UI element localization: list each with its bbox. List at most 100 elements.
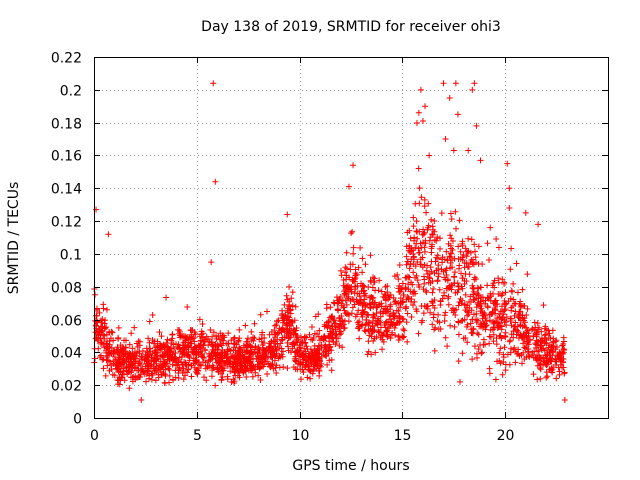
data-point	[207, 327, 214, 334]
data-point	[298, 376, 305, 383]
data-point	[158, 346, 165, 353]
data-point	[268, 338, 275, 345]
data-point	[329, 334, 336, 341]
data-point	[180, 368, 187, 375]
data-point	[286, 317, 293, 324]
data-point	[522, 209, 529, 216]
data-point	[159, 351, 166, 358]
data-point	[369, 318, 376, 325]
data-point	[471, 343, 478, 350]
data-point	[155, 374, 162, 381]
data-point	[461, 281, 468, 288]
data-point	[451, 323, 458, 330]
data-point	[315, 355, 322, 362]
data-point	[413, 228, 420, 235]
data-point	[151, 354, 158, 361]
data-point	[299, 351, 306, 358]
data-point	[502, 361, 509, 368]
data-point	[159, 363, 166, 370]
data-point	[107, 335, 114, 342]
data-point	[471, 296, 478, 303]
data-point	[285, 335, 292, 342]
data-point	[115, 324, 122, 331]
data-point	[510, 323, 517, 330]
data-point	[477, 157, 484, 164]
data-point	[540, 302, 547, 309]
data-point	[544, 373, 551, 380]
data-point	[537, 375, 544, 382]
data-point	[410, 269, 417, 276]
data-point	[369, 323, 376, 330]
data-point	[359, 269, 366, 276]
data-point	[546, 349, 553, 356]
data-point	[95, 345, 102, 352]
data-point	[255, 345, 262, 352]
data-point	[280, 348, 287, 355]
data-point	[484, 240, 491, 247]
data-point	[265, 360, 272, 367]
data-point	[215, 359, 222, 366]
data-point	[381, 291, 388, 298]
data-point	[273, 322, 280, 329]
data-point	[108, 362, 115, 369]
data-point	[452, 80, 459, 87]
data-point	[146, 372, 153, 379]
data-point	[216, 336, 223, 343]
data-point	[343, 249, 350, 256]
data-point	[501, 344, 508, 351]
data-point	[445, 293, 452, 300]
data-point	[180, 376, 187, 383]
data-point	[390, 310, 397, 317]
data-point	[284, 339, 291, 346]
data-point	[328, 347, 335, 354]
data-point	[413, 218, 420, 225]
data-point	[437, 235, 444, 242]
data-point	[184, 304, 191, 311]
data-point	[284, 211, 291, 218]
data-point	[390, 315, 397, 322]
data-point	[146, 339, 153, 346]
data-point	[101, 320, 108, 327]
data-point	[247, 360, 254, 367]
data-point	[458, 318, 465, 325]
data-point	[376, 277, 383, 284]
data-point	[462, 291, 469, 298]
data-point	[205, 335, 212, 342]
data-point	[455, 286, 462, 293]
data-point	[100, 365, 107, 372]
data-point	[251, 320, 258, 327]
data-point	[199, 350, 206, 357]
data-point	[495, 279, 502, 286]
data-point	[410, 250, 417, 257]
data-point	[316, 327, 323, 334]
data-point	[105, 349, 112, 356]
data-point	[482, 326, 489, 333]
data-point	[421, 203, 428, 210]
data-point	[392, 298, 399, 305]
data-point	[417, 261, 424, 268]
data-point	[254, 353, 261, 360]
data-point	[491, 299, 498, 306]
data-point	[458, 270, 465, 277]
data-point	[375, 315, 382, 322]
y-tick-label: 0	[73, 412, 82, 428]
data-point	[261, 355, 268, 362]
data-point	[491, 284, 498, 291]
data-point	[330, 328, 337, 335]
data-point	[202, 347, 209, 354]
data-point	[352, 266, 359, 273]
data-point	[474, 290, 481, 297]
data-point	[465, 248, 472, 255]
data-point	[202, 365, 209, 372]
data-point	[116, 351, 123, 358]
data-point	[561, 370, 568, 377]
data-point	[379, 310, 386, 317]
data-point	[487, 333, 494, 340]
data-point	[338, 300, 345, 307]
data-point	[356, 335, 363, 342]
data-point	[541, 340, 548, 347]
data-point	[346, 274, 353, 281]
data-point	[172, 350, 179, 357]
data-point	[148, 356, 155, 363]
data-point	[138, 353, 145, 360]
